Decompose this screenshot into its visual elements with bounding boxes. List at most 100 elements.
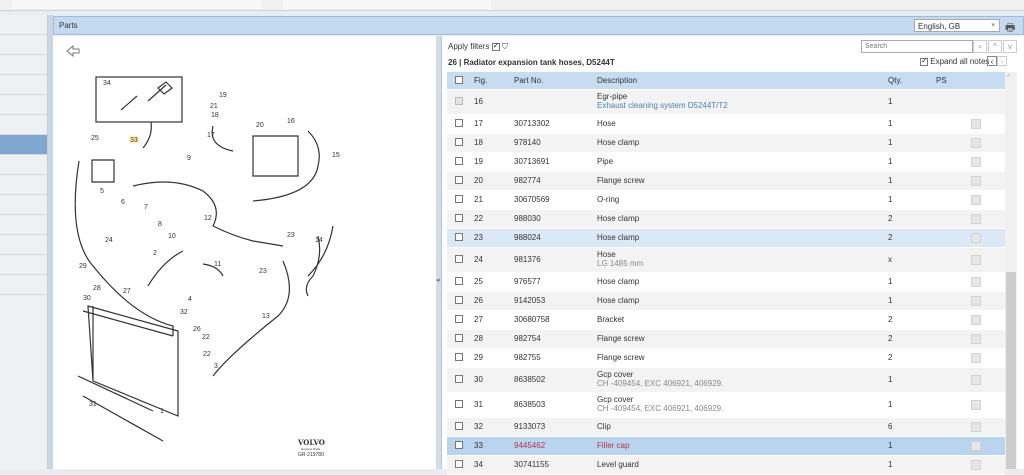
note-icon[interactable] <box>971 296 981 306</box>
callout-label[interactable]: 24 <box>105 237 113 244</box>
filter-icon[interactable]: ⛉ <box>501 42 508 51</box>
col-qty[interactable]: Qty. <box>888 75 903 85</box>
table-row[interactable]: 16 Egr-pipe Exhaust cleaning system D5244… <box>447 90 1005 115</box>
callout-label[interactable]: 20 <box>256 122 264 129</box>
table-row[interactable]: 17 30713302 Hose 1 <box>447 115 1005 134</box>
callout-label[interactable]: 34 <box>103 80 111 87</box>
table-row[interactable]: 25 976577 Hose clamp 1 <box>447 273 1005 292</box>
part-number[interactable]: 30713691 <box>514 157 550 166</box>
part-number[interactable]: 988030 <box>514 214 541 223</box>
callout-label[interactable]: 25 <box>91 135 99 142</box>
note-icon[interactable] <box>971 233 981 243</box>
callout-label[interactable]: 22 <box>202 334 210 341</box>
row-checkbox[interactable] <box>455 400 463 408</box>
table-row[interactable]: 21 30670569 O-ring 1 <box>447 191 1005 210</box>
note-icon[interactable] <box>971 119 981 129</box>
note-icon[interactable] <box>971 315 981 325</box>
part-number[interactable]: 982755 <box>514 353 541 362</box>
row-checkbox[interactable] <box>455 195 463 203</box>
callout-label[interactable]: 21 <box>210 103 218 110</box>
note-icon[interactable] <box>971 195 981 205</box>
callout-label[interactable]: 22 <box>203 351 211 358</box>
table-row[interactable]: 32 9133073 Clip 6 <box>447 418 1005 437</box>
callout-label[interactable]: 15 <box>332 152 340 159</box>
parts-diagram[interactable]: 34 19 21 18 20 17 16 15 25 33 9 5 6 7 8 10 12 23 14 24 2 11 23… <box>53 36 436 469</box>
table-row[interactable]: 23 988024 Hose clamp 2 <box>447 229 1005 248</box>
part-number[interactable]: 8638503 <box>514 400 546 409</box>
part-number[interactable]: 30670569 <box>514 195 550 204</box>
table-row[interactable]: 34 30741155 Level guard 1 <box>447 456 1005 475</box>
callout-label[interactable]: 5 <box>100 188 104 195</box>
row-checkbox[interactable] <box>455 277 463 285</box>
part-number[interactable]: 30680758 <box>514 315 550 324</box>
table-row[interactable]: 22 988030 Hose clamp 2 <box>447 210 1005 229</box>
row-checkbox[interactable] <box>455 353 463 361</box>
row-checkbox[interactable] <box>455 214 463 222</box>
part-number[interactable]: 30713302 <box>514 119 550 128</box>
callout-label[interactable]: 27 <box>123 288 131 295</box>
table-row[interactable]: 31 8638503 Gcp cover CH -409454, EXC 4069… <box>447 393 1005 418</box>
note-icon[interactable] <box>971 277 981 287</box>
callout-label[interactable]: 1 <box>160 408 164 415</box>
table-row[interactable]: 24 981376 Hose LG 1485 mm x <box>447 248 1005 273</box>
row-checkbox[interactable] <box>455 255 463 263</box>
table-row[interactable]: 30 8638502 Gcp cover CH -409454, EXC 4069… <box>447 368 1005 393</box>
table-row[interactable]: 19 30713691 Pipe 1 <box>447 153 1005 172</box>
callout-label[interactable]: 7 <box>144 204 148 211</box>
row-checkbox[interactable] <box>455 375 463 383</box>
part-number[interactable]: 976577 <box>514 277 541 286</box>
callout-label[interactable]: 19 <box>219 92 227 99</box>
callout-label[interactable]: 13 <box>262 313 270 320</box>
note-icon[interactable] <box>971 176 981 186</box>
note-icon[interactable] <box>971 400 981 410</box>
row-checkbox[interactable] <box>455 334 463 342</box>
col-part-no[interactable]: Part No. <box>514 75 544 85</box>
row-checkbox[interactable] <box>455 422 463 430</box>
callout-label[interactable]: 32 <box>180 309 188 316</box>
col-description[interactable]: Description <box>597 75 638 85</box>
collapse-arrow-icon[interactable]: ◂ <box>436 277 440 284</box>
row-checkbox[interactable] <box>455 296 463 304</box>
row-checkbox[interactable] <box>455 315 463 323</box>
note-icon[interactable] <box>971 334 981 344</box>
row-checkbox[interactable] <box>455 138 463 146</box>
left-sidebar[interactable] <box>0 15 48 469</box>
search-input[interactable] <box>861 40 973 53</box>
note-icon[interactable] <box>971 255 981 265</box>
table-row[interactable]: 18 978140 Hose clamp 1 <box>447 134 1005 153</box>
back-arrow-icon[interactable] <box>66 44 80 58</box>
table-row[interactable]: 28 982754 Flange screw 2 <box>447 330 1005 349</box>
middle-splitter[interactable]: ◂ <box>436 36 441 469</box>
callout-label[interactable]: 33 <box>129 136 140 146</box>
callout-label[interactable]: 28 <box>93 285 101 292</box>
callout-label[interactable]: 30 <box>83 295 91 302</box>
note-icon[interactable] <box>971 441 981 451</box>
row-checkbox[interactable] <box>455 119 463 127</box>
callout-label[interactable]: 17 <box>207 132 215 139</box>
note-icon[interactable] <box>971 375 981 385</box>
description-note[interactable]: Exhaust cleaning system D5244T/T2 <box>597 101 728 110</box>
callout-label[interactable]: 16 <box>287 118 295 125</box>
row-checkbox[interactable] <box>455 441 463 449</box>
apply-filters[interactable]: Apply filters ⛉ <box>448 41 508 52</box>
left-splitter[interactable] <box>48 15 53 469</box>
row-checkbox[interactable] <box>455 176 463 184</box>
col-ps[interactable]: PS <box>936 75 947 85</box>
table-row[interactable]: 20 982774 Flange screw 1 <box>447 172 1005 191</box>
part-number[interactable]: 9445462 <box>514 441 546 450</box>
search-next-button[interactable]: v <box>1003 40 1017 53</box>
expand-notes-checkbox[interactable] <box>920 56 928 66</box>
print-icon[interactable]: 🖶 <box>1005 22 1016 34</box>
part-number[interactable]: 30741155 <box>514 460 549 469</box>
part-number[interactable]: 988024 <box>514 233 541 242</box>
note-icon[interactable] <box>971 422 981 432</box>
note-icon[interactable] <box>971 214 981 224</box>
note-icon[interactable] <box>971 138 981 148</box>
search-prev-button[interactable]: ^ <box>988 40 1002 53</box>
callout-label[interactable]: 9 <box>187 155 191 162</box>
part-number[interactable]: 981376 <box>514 255 541 264</box>
callout-label[interactable]: 8 <box>158 221 162 228</box>
callout-label[interactable]: 29 <box>79 263 87 270</box>
callout-label[interactable]: 14 <box>315 237 323 244</box>
apply-filters-checkbox[interactable] <box>491 41 500 51</box>
